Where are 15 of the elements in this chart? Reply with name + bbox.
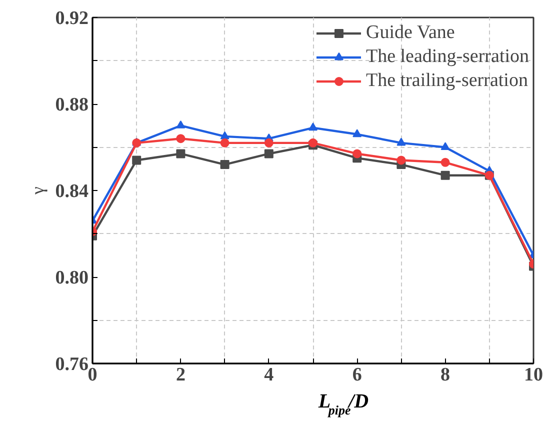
legend-label: The leading-serration	[366, 45, 529, 69]
x-tick-label: 4	[264, 364, 274, 386]
legend-label: Guide Vane	[366, 21, 455, 45]
y-tick-label: 0.88	[55, 94, 88, 116]
y-tick-label: 0.80	[55, 268, 88, 288]
y-tick-label: 0.84	[55, 181, 89, 202]
y-tick-label: 0.92	[55, 8, 88, 29]
legend-label: The trailing-serration	[366, 69, 528, 93]
y-axis-title: γ	[27, 186, 48, 196]
y-tick-label: 0.76	[55, 354, 88, 375]
x-tick-label: 2	[176, 364, 186, 386]
x-tick-label: 10	[524, 364, 543, 386]
x-tick-label: 6	[352, 364, 362, 386]
x-tick-label: 0	[88, 364, 98, 386]
x-tick-label: 8	[440, 364, 450, 386]
